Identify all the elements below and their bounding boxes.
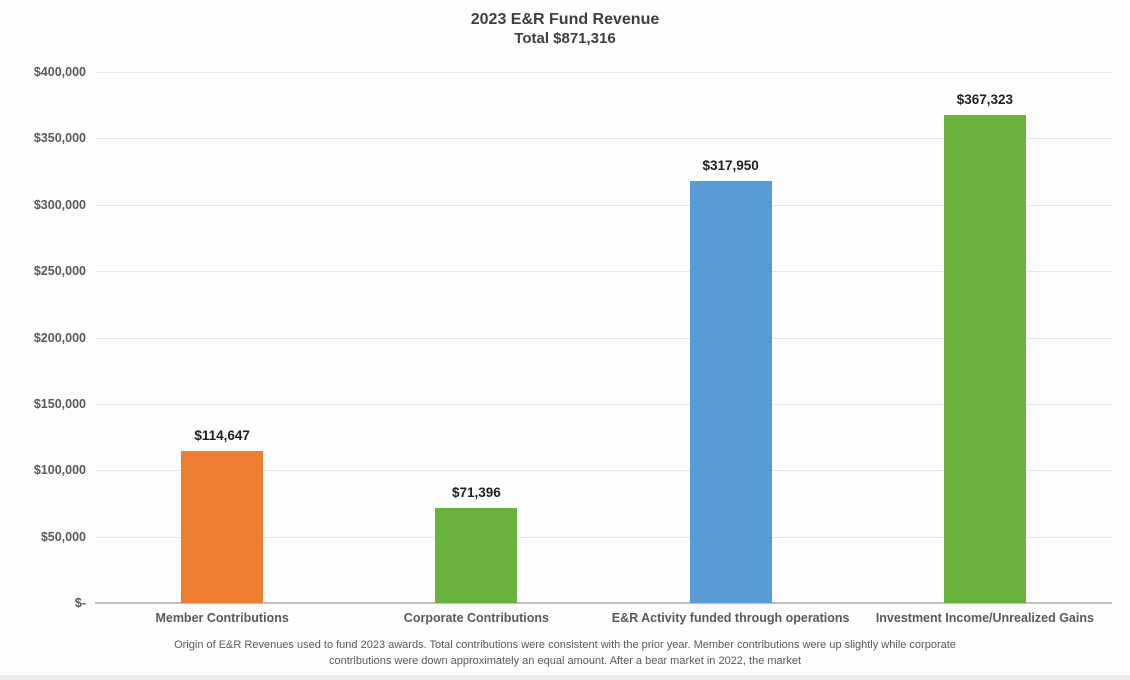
y-tick-label: $300,000: [33, 197, 86, 212]
y-tick-label: $-: [74, 596, 86, 610]
chart-title-block: 2023 E&R Fund Revenue Total $871,316: [0, 10, 1130, 48]
y-tick-label: $200,000: [33, 330, 86, 345]
y-tick-label: $50,000: [40, 529, 86, 544]
y-tick-label: $150,000: [33, 396, 86, 411]
x-axis: Member Contributions Corporate Contributi…: [95, 611, 1112, 631]
y-tick-label: $250,000: [33, 264, 86, 279]
y-tick-label: $100,000: [33, 463, 86, 478]
caption-line-1: Origin of E&R Revenues used to fund 2023…: [174, 639, 956, 651]
gridline: [95, 204, 1112, 206]
gridline: [95, 337, 1112, 339]
bar-value-label: $71,396: [451, 485, 501, 501]
gridline: [95, 138, 1112, 140]
x-category-label: Corporate Contributions: [403, 611, 549, 625]
bar-2: [435, 508, 518, 603]
bar-4: [943, 115, 1026, 603]
bar-value-label: $114,647: [194, 427, 250, 443]
bar-value-label: $367,323: [956, 92, 1014, 108]
chart-subtitle: Total $871,316: [514, 30, 616, 47]
y-tick-label: $350,000: [33, 131, 86, 146]
caption-line-2: contributions were down approximately an…: [328, 655, 802, 667]
chart-area: $- $50,000 $100,000 $150,000 $200,000 $250,00…: [0, 65, 1130, 610]
gridline: [95, 72, 1112, 73]
x-category-label: Member Contributions: [155, 611, 289, 625]
chart-caption: Origin of E&R Revenues used to fund 2023…: [0, 637, 1130, 669]
page-bottom-edge: [0, 675, 1130, 680]
gridline: [95, 271, 1112, 273]
plot-area: $114,647 $71,396 $317,950 $367,323: [95, 72, 1112, 604]
bar-value-label: $317,950: [702, 157, 759, 173]
gridline: [95, 470, 1112, 472]
x-category-label: E&R Activity funded through operations: [611, 611, 850, 625]
y-tick-label: $400,000: [33, 65, 86, 79]
x-category-label: Investment Income/Unrealized Gains: [875, 611, 1094, 625]
bar-1: [181, 450, 264, 603]
bar-3: [689, 180, 772, 603]
y-axis: $- $50,000 $100,000 $150,000 $200,000 $250,00…: [0, 65, 86, 610]
x-axis-baseline: [95, 602, 1112, 604]
gridline: [95, 403, 1112, 405]
gridline: [95, 536, 1112, 538]
chart-title: 2023 E&R Fund Revenue: [470, 11, 660, 28]
